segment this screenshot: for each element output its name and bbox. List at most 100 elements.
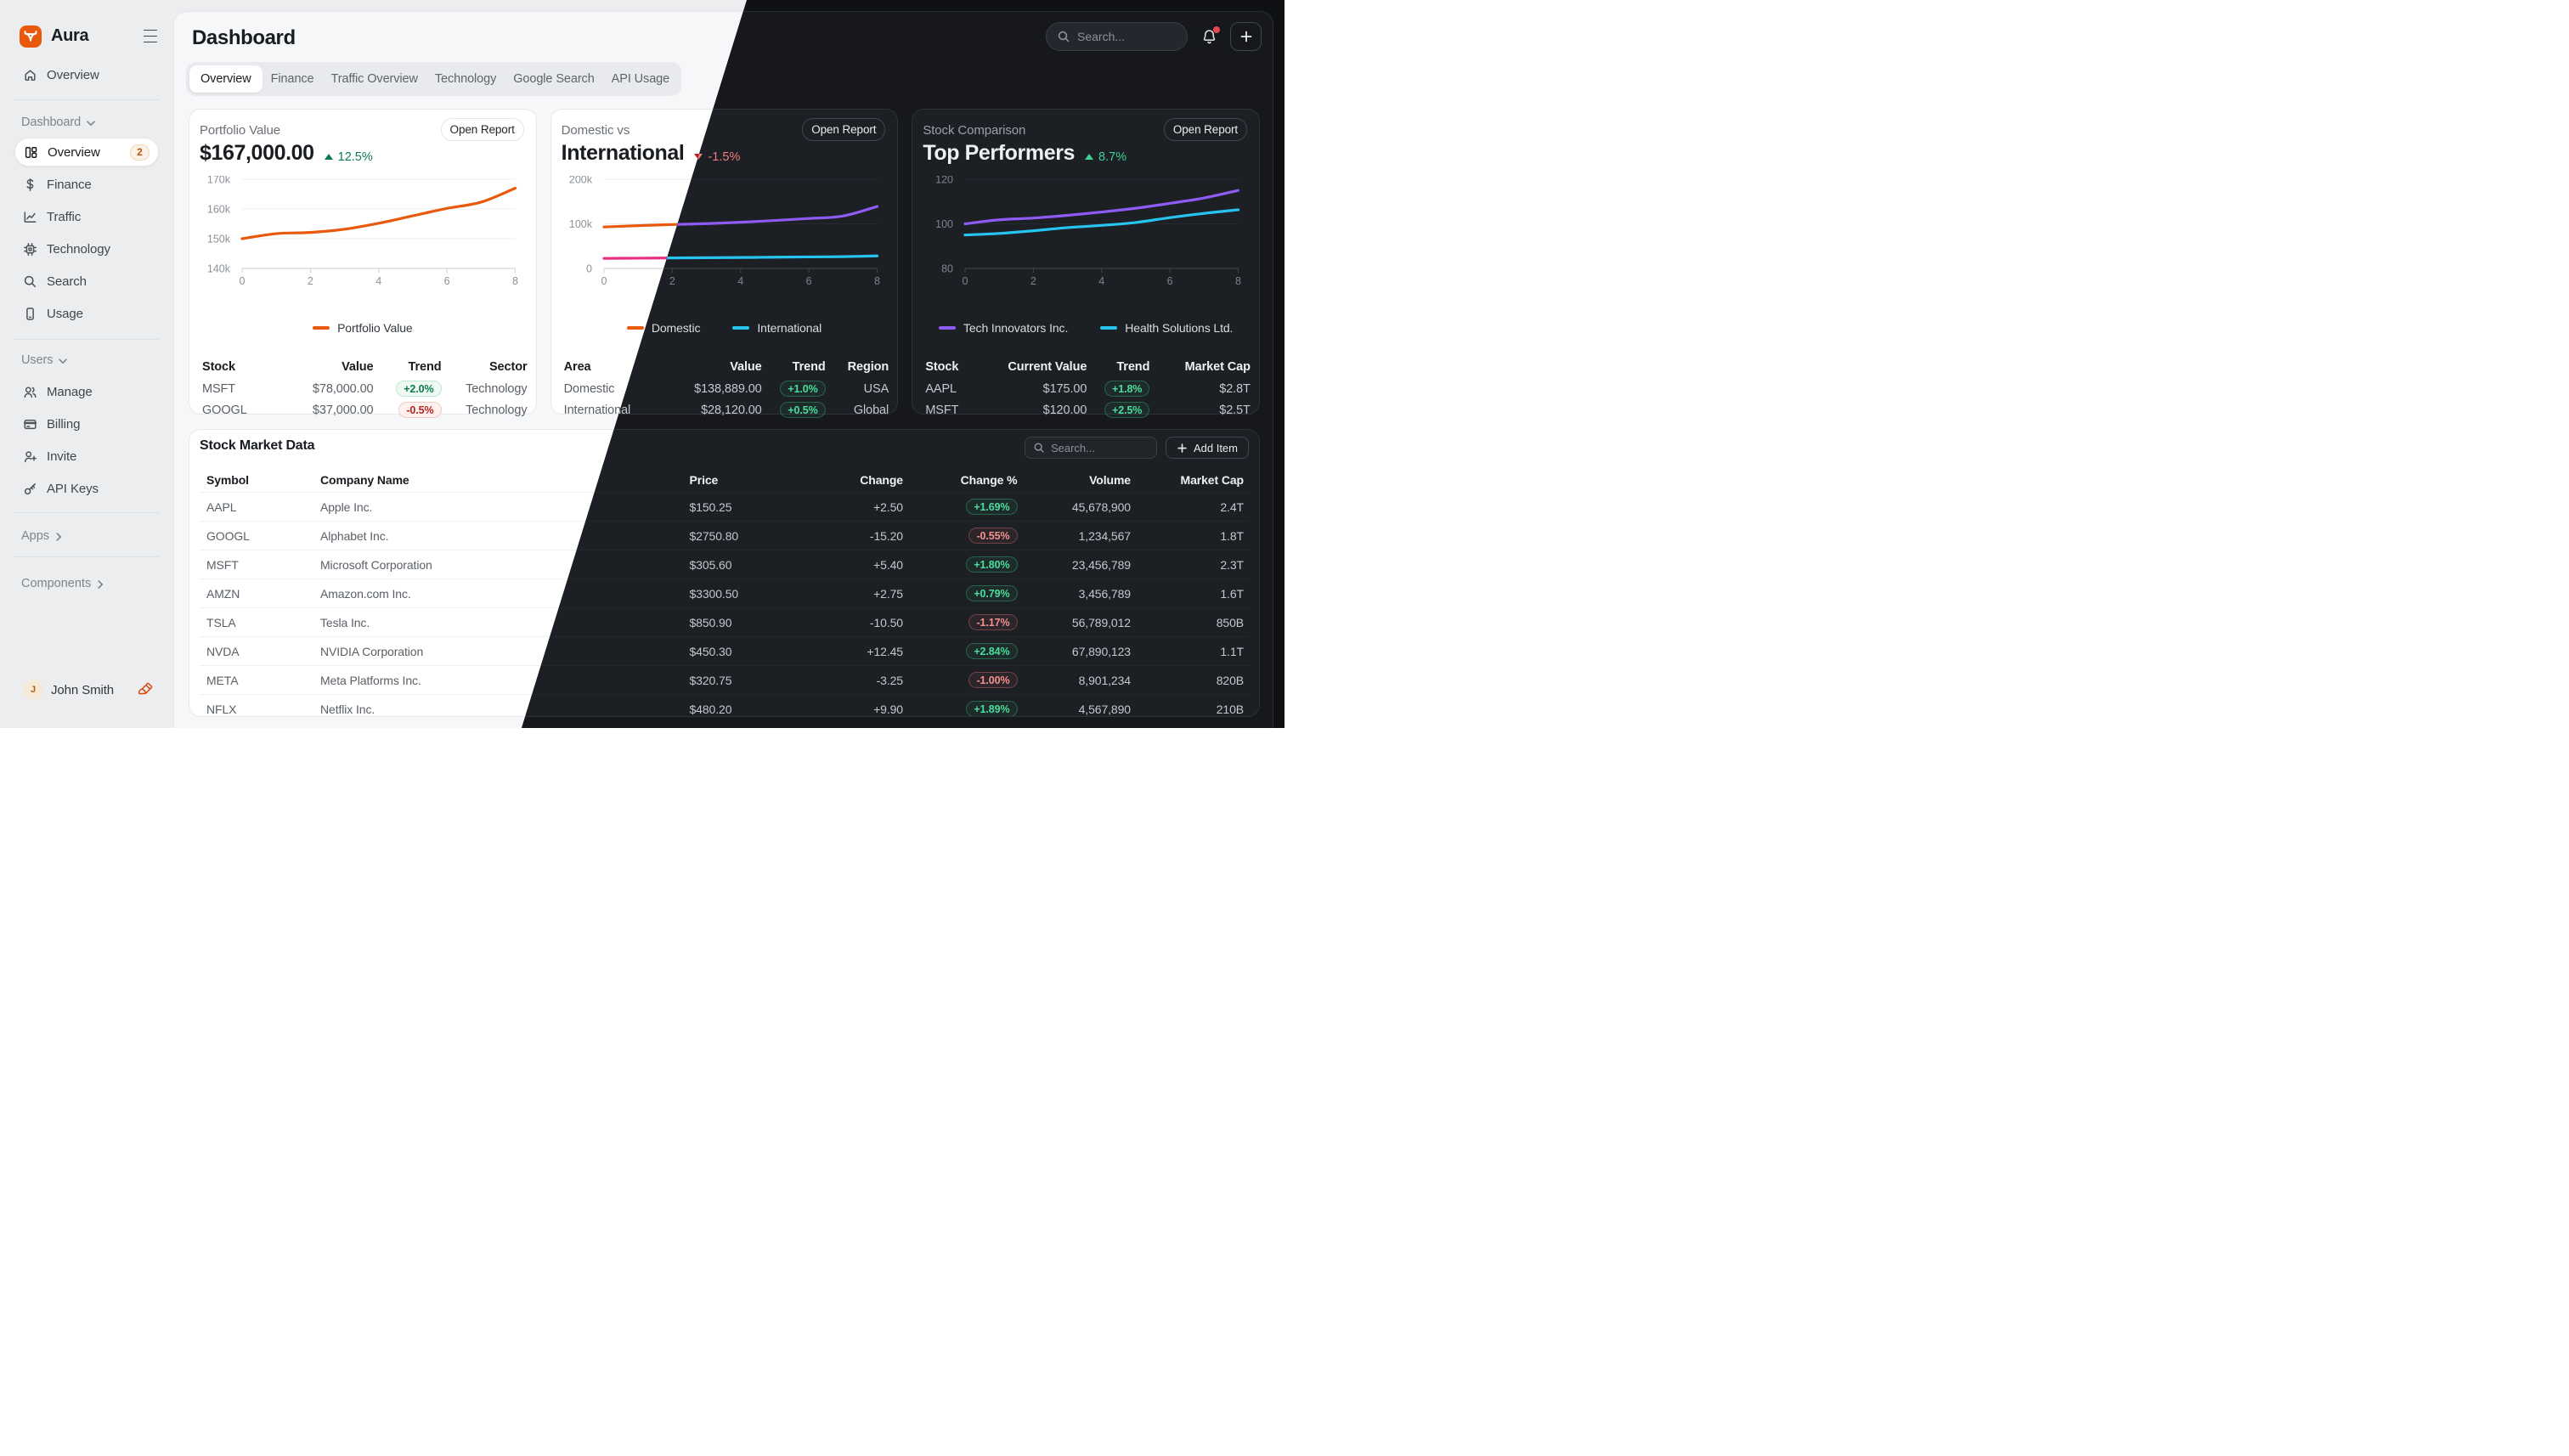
table-row[interactable]: MSFT $78,000.00 +2.0% Technology xyxy=(200,378,528,399)
market-cap-cell: 2.4T xyxy=(1220,499,1244,514)
sidebar-item-invite[interactable]: Invite xyxy=(14,442,159,471)
tab-technology[interactable]: Technology xyxy=(434,72,497,86)
table-row[interactable]: International $28,120.00 +0.5% Global xyxy=(562,399,889,420)
company-cell: Netflix Inc. xyxy=(320,702,375,716)
sidebar-section-dashboard[interactable]: Dashboard xyxy=(21,114,95,131)
sidebar-link-components[interactable]: Components xyxy=(21,575,104,592)
table-header-row: Stock Value Trend Sector xyxy=(200,356,528,378)
sidebar-item-traffic[interactable]: Traffic xyxy=(14,202,159,231)
change-pct-cell: +2.84% xyxy=(903,643,1018,659)
paintbrush-icon[interactable] xyxy=(137,682,153,698)
card-subtitle: Portfolio Value xyxy=(200,123,280,138)
volume-cell: 67,890,123 xyxy=(1071,644,1131,658)
change-cell: +9.90 xyxy=(873,702,903,716)
sidebar-divider xyxy=(14,556,159,557)
market-cap-cell: 820B xyxy=(1216,673,1244,687)
sidebar-item-overview[interactable]: Overview xyxy=(14,60,159,89)
column-header: Change % xyxy=(960,472,1018,487)
link-label: Apps xyxy=(21,529,50,543)
page-title: Dashboard xyxy=(192,26,296,49)
table-row[interactable]: AAPL $175.00 +1.8% $2.8T xyxy=(923,378,1251,399)
trend-pill: +1.89% xyxy=(966,701,1018,716)
tab-google-search[interactable]: Google Search xyxy=(513,72,595,86)
add-item-label: Add Item xyxy=(1193,441,1238,454)
tab-traffic-overview[interactable]: Traffic Overview xyxy=(330,72,418,86)
tab-overview[interactable]: Overview xyxy=(189,65,263,93)
svg-text:170k: 170k xyxy=(207,176,231,186)
open-report-button[interactable]: Open Report xyxy=(440,118,524,141)
sidebar-item-billing[interactable]: Billing xyxy=(14,409,159,438)
company-cell: Microsoft Corporation xyxy=(320,557,432,572)
trend-pill: -1.00% xyxy=(968,672,1018,688)
screen: Aura Overview Dashboard Overview xyxy=(0,0,1284,728)
legend-swatch xyxy=(938,326,956,330)
legend-label: International xyxy=(757,321,822,335)
trend-pill: -1.17% xyxy=(968,614,1018,630)
tab-api-usage[interactable]: API Usage xyxy=(611,72,670,86)
notifications-button[interactable] xyxy=(1196,22,1222,51)
symbol-cell: AAPL xyxy=(206,499,237,514)
sidebar-item-manage[interactable]: Manage xyxy=(14,377,159,406)
sidebar-item-technology[interactable]: Technology xyxy=(14,234,159,263)
sidebar-section-users[interactable]: Users xyxy=(21,352,68,369)
column-header: Region xyxy=(847,360,889,374)
sidebar-item-usage[interactable]: Usage xyxy=(14,299,159,328)
triangle-down-icon xyxy=(694,154,703,160)
table-row[interactable]: GOOGL $37,000.00 -0.5% Technology xyxy=(200,399,528,420)
card-title: $167,000.00 xyxy=(200,141,314,165)
trend-pill: +2.84% xyxy=(966,643,1018,659)
svg-text:0: 0 xyxy=(240,275,246,287)
svg-text:2: 2 xyxy=(308,275,313,287)
add-item-button[interactable]: Add Item xyxy=(1165,437,1249,459)
sidebar-item-api-keys[interactable]: API Keys xyxy=(14,474,159,503)
hamburger-icon[interactable] xyxy=(142,29,159,44)
sidebar-item-finance[interactable]: Finance xyxy=(14,170,159,199)
symbol-cell: NVDA xyxy=(206,644,240,658)
user-menu[interactable]: J John Smith xyxy=(23,678,153,702)
column-header: Trend xyxy=(1116,360,1150,374)
table-search[interactable] xyxy=(1024,437,1157,459)
sidebar-item-overview[interactable]: Overview 2 xyxy=(14,138,159,166)
change-pct-cell: +0.79% xyxy=(903,585,1018,601)
row-value: $2.5T xyxy=(1219,403,1251,417)
sidebar-item-label: Finance xyxy=(47,177,92,192)
triangle-up-icon xyxy=(1085,154,1094,160)
row-label: International xyxy=(563,403,631,417)
trend-cell: +0.5% xyxy=(762,402,826,418)
change-pct-cell: -0.55% xyxy=(903,528,1018,544)
sidebar-link-apps[interactable]: Apps xyxy=(21,528,62,545)
open-report-button[interactable]: Open Report xyxy=(802,118,886,141)
sidebar: Aura Overview Dashboard Overview xyxy=(0,0,173,728)
add-button[interactable] xyxy=(1230,22,1262,51)
row-label: MSFT xyxy=(925,403,959,417)
company-cell: Tesla Inc. xyxy=(320,615,370,629)
column-header: Trend xyxy=(408,360,442,374)
search-icon xyxy=(1034,443,1044,453)
table-search-input[interactable] xyxy=(1050,441,1140,454)
change-cell: +2.75 xyxy=(873,586,903,601)
change-cell: -15.20 xyxy=(869,528,903,543)
table-row[interactable]: MSFT $120.00 +2.5% $2.5T xyxy=(923,399,1251,420)
sidebar-item-search[interactable]: Search xyxy=(14,267,159,296)
sidebar-item-label: Traffic xyxy=(47,209,82,224)
company-cell: Alphabet Inc. xyxy=(320,528,389,543)
open-report-button[interactable]: Open Report xyxy=(1163,118,1247,141)
row-label: Domestic xyxy=(563,381,615,396)
global-search[interactable] xyxy=(1046,22,1188,51)
column-header: Trend xyxy=(792,360,826,374)
card-title: International xyxy=(561,141,685,165)
global-search-input[interactable] xyxy=(1077,30,1171,43)
price-cell: $2750.80 xyxy=(689,528,739,543)
home-icon xyxy=(23,68,37,82)
tab-finance[interactable]: Finance xyxy=(270,72,314,86)
svg-text:4: 4 xyxy=(737,275,743,287)
